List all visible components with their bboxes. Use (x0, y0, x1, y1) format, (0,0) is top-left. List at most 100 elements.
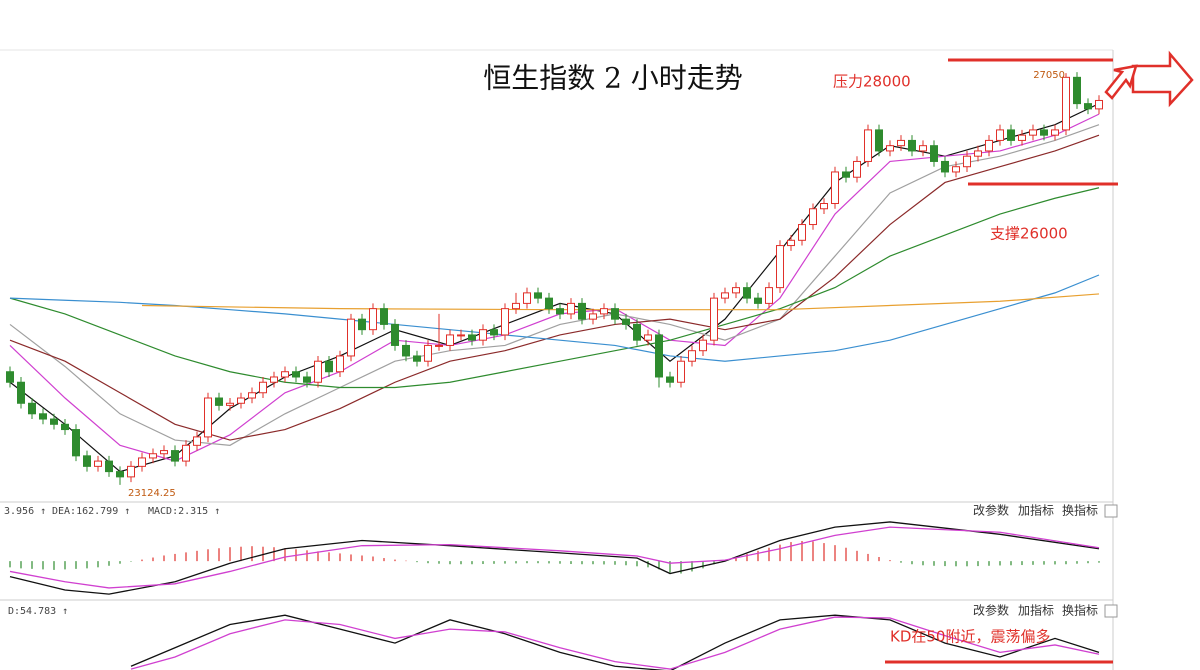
kd (130, 614, 1100, 670)
candle (677, 355, 685, 388)
line (9, 187, 1100, 389)
candle-body (391, 323, 399, 346)
candle-body (765, 287, 773, 304)
candle (710, 292, 718, 346)
candle (479, 324, 487, 346)
candles (6, 72, 1103, 485)
candle (743, 282, 751, 304)
candle (171, 445, 179, 467)
candle (50, 413, 58, 430)
macd-header: DEA:162.799 ↑ (52, 506, 130, 517)
candle-body (1040, 129, 1048, 136)
candle-body (963, 155, 971, 168)
line (9, 124, 1100, 446)
candle-body (710, 297, 718, 341)
candle (358, 313, 366, 335)
candle-body (171, 450, 179, 462)
candle-body (842, 171, 850, 178)
candle-body (292, 371, 300, 378)
candle-body (721, 292, 729, 299)
close-button[interactable] (1104, 604, 1118, 618)
candle (1018, 129, 1026, 146)
candle-body (6, 371, 14, 383)
close-button[interactable] (1104, 504, 1118, 518)
candle-body (655, 334, 663, 378)
candle (534, 287, 542, 304)
candle (138, 452, 146, 472)
candle (28, 398, 36, 420)
toolbar-button[interactable]: 改参数 (973, 503, 1009, 518)
candle (325, 355, 333, 377)
candle (1007, 124, 1015, 146)
candle (611, 303, 619, 325)
candle (655, 329, 663, 388)
candle-body (413, 355, 421, 362)
candle (61, 419, 69, 435)
candle (589, 308, 597, 325)
candle-body (512, 302, 520, 310)
arrow-icon (1131, 50, 1194, 108)
candle (963, 150, 971, 172)
candle (820, 198, 828, 215)
candle-body (149, 453, 157, 459)
candle-body (314, 360, 322, 383)
candle (787, 235, 795, 251)
candle (116, 466, 124, 485)
line (130, 616, 1100, 670)
candle-body (666, 376, 674, 383)
candle-body (1051, 129, 1059, 136)
candle-body (1073, 76, 1081, 105)
candle (369, 303, 377, 335)
labels: 恒生指数 2 小时走势 压力28000 支撑26000 KD在50附近，震荡偏多… (4, 50, 1194, 664)
candle-body (160, 450, 168, 455)
candle-body (941, 160, 949, 173)
candle-body (776, 245, 784, 289)
candle-body (1029, 129, 1037, 136)
candle-body (17, 381, 25, 404)
candle-body (864, 129, 872, 162)
candle (512, 292, 520, 314)
candle (886, 140, 894, 157)
candle (875, 124, 883, 157)
candle (193, 431, 201, 451)
candle-body (424, 344, 432, 362)
candle-body (677, 360, 685, 383)
toolbar-button[interactable]: 加指标 (1018, 603, 1054, 618)
candle-body (435, 344, 443, 347)
candle-body (28, 402, 36, 415)
line (9, 274, 1100, 362)
candle-body (908, 139, 916, 152)
toolbar-button[interactable]: 换指标 (1062, 603, 1098, 618)
candle-body (358, 318, 366, 331)
candle (347, 313, 355, 362)
macd-header: MACD:2.315 ↑ (148, 506, 220, 517)
candle-body (996, 129, 1004, 141)
candle (1040, 124, 1048, 141)
candle-body (897, 139, 905, 147)
candle (1029, 124, 1037, 141)
candle-body (699, 339, 707, 352)
candle-body (468, 334, 476, 341)
candle-body (39, 413, 47, 420)
annotation: KD在50附近，震荡偏多 (890, 628, 1050, 646)
candle (303, 371, 311, 388)
candle (897, 135, 905, 151)
candle-body (303, 376, 311, 383)
candle-body (853, 160, 861, 178)
candle-body (83, 455, 91, 467)
candle (721, 287, 729, 304)
toolbar-button[interactable]: 加指标 (1018, 503, 1054, 518)
line (141, 293, 1100, 311)
candle-body (1018, 134, 1026, 141)
toolbar-button[interactable]: 改参数 (973, 603, 1009, 618)
candle (842, 166, 850, 183)
line (9, 134, 1100, 441)
candle-body (578, 302, 586, 320)
candle (622, 313, 630, 330)
candle-body (116, 471, 124, 478)
candle-body (237, 397, 245, 404)
candle (160, 445, 168, 459)
toolbar-button[interactable]: 换指标 (1062, 503, 1098, 518)
candle (468, 329, 476, 346)
